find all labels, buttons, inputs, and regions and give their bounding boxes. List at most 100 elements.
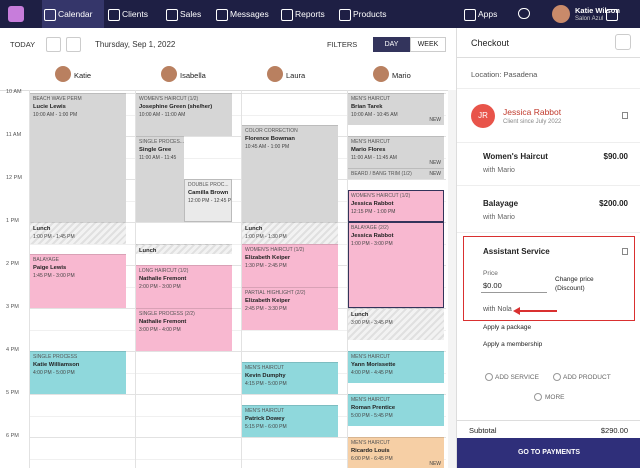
appointment[interactable]: LONG HAIRCUT (1/2) Nathalie Fremont 2:00 P… bbox=[136, 265, 232, 308]
appointment-client: Yann Morissette bbox=[351, 362, 396, 368]
week-toggle[interactable]: WEEK bbox=[410, 37, 446, 52]
filters-button[interactable]: FILTERS bbox=[327, 40, 358, 49]
appointment[interactable]: MEN'S HAIRCUT Ricardo Louis 6:00 PM - 6:45… bbox=[348, 437, 444, 468]
discount: (Discount) bbox=[555, 285, 585, 292]
appointment-service: Lunch bbox=[33, 226, 51, 232]
appointment-time: 3:00 PM - 3:45 PM bbox=[351, 320, 393, 326]
appointment[interactable]: MEN'S HAIRCUT Brian Tarek 10:00 AM - 10:45… bbox=[348, 93, 444, 126]
nav-item[interactable]: Apps bbox=[464, 0, 497, 28]
prev-button[interactable] bbox=[46, 37, 61, 52]
appointment[interactable]: Lunch 1:00 PM - 1:45 PM bbox=[30, 222, 126, 244]
appointment[interactable]: SINGLE PROCES... Single Gree 11:00 AM - 11… bbox=[136, 136, 184, 222]
grid-line bbox=[30, 136, 446, 137]
payments-button[interactable]: GO TO PAYMENTS bbox=[457, 438, 640, 468]
plus-icon bbox=[553, 373, 561, 381]
arrow-line bbox=[519, 310, 557, 312]
client-name[interactable]: Jessica Rabbot bbox=[503, 107, 562, 117]
appointment-time: 10:00 AM - 11:00 AM bbox=[139, 112, 186, 118]
appointment-time: 11:00 AM - 11:45 AM bbox=[351, 155, 397, 161]
service-staff: with Mario bbox=[483, 167, 515, 174]
staff-name[interactable]: Laura bbox=[286, 71, 306, 80]
appointment[interactable]: WOMEN'S HAIRCUT (1/2) Josephine Green (sh… bbox=[136, 93, 232, 136]
appointment[interactable]: Lunch 3:00 PM - 3:45 PM bbox=[348, 308, 444, 341]
grid-line bbox=[30, 265, 446, 266]
appointment[interactable]: COLOR CORRECTION Florence Bowman 10:45 AM … bbox=[242, 125, 338, 222]
staff-name[interactable]: Isabella bbox=[180, 71, 206, 80]
nav-item[interactable]: Messages bbox=[216, 0, 269, 28]
appointment[interactable]: MEN'S HAIRCUT Patrick Dowey 5:15 PM - 6:00… bbox=[242, 404, 338, 437]
appointment[interactable]: DOUBLE PROC... Camilla Brown 12:00 PM - 12… bbox=[184, 179, 232, 222]
appointment[interactable]: MEN'S HAIRCUT Kevin Dumphy 4:15 PM - 5:00 … bbox=[242, 361, 338, 394]
appointment-service: MEN'S HAIRCUT bbox=[351, 440, 391, 446]
next-button[interactable] bbox=[66, 37, 81, 52]
logo[interactable] bbox=[8, 6, 24, 22]
appointment[interactable]: BEACH WAVE PERM Lucie Lewis 10:00 AM - 1:0… bbox=[30, 93, 126, 222]
staff-name[interactable]: Katie bbox=[74, 71, 92, 80]
appointment-time: 1:30 PM - 2:45 PM bbox=[245, 262, 287, 269]
appointment[interactable]: MEN'S HAIRCUT Yann Morissette 4:00 PM - 4:… bbox=[348, 351, 444, 384]
new-badge: NEW bbox=[429, 160, 441, 167]
appointment[interactable]: WOMEN'S HAIRCUT (1/2) Elizabeth Keiper 1:3… bbox=[242, 243, 338, 287]
service-name[interactable]: Balayage bbox=[483, 199, 519, 208]
chat-icon[interactable] bbox=[518, 8, 530, 19]
apply-membership[interactable]: Apply a membership bbox=[483, 341, 543, 348]
day-toggle[interactable]: DAY bbox=[373, 37, 410, 52]
apply-package[interactable]: Apply a package bbox=[483, 324, 532, 331]
nav-item[interactable]: Sales bbox=[166, 0, 201, 28]
client-avatar: JR bbox=[471, 104, 495, 128]
appointment-time: 10:00 AM - 1:00 PM bbox=[33, 112, 78, 118]
more[interactable]: MORE bbox=[545, 394, 565, 401]
service-name[interactable]: Assistant Service bbox=[483, 247, 550, 256]
appointment-client: Elizabeth Keiper bbox=[245, 254, 291, 261]
appointment-client: Josephine Green (she/her) bbox=[139, 104, 213, 110]
appointment-service: MEN'S HAIRCUT bbox=[245, 407, 285, 414]
appointment[interactable]: SINGLE PROCESS Katie Williamson 4:00 PM - … bbox=[30, 351, 126, 394]
service-name[interactable]: Women's Haircut bbox=[483, 152, 548, 161]
change-price[interactable]: Change price bbox=[555, 276, 594, 283]
appointment-time: 12:00 PM - 12:45 PM bbox=[188, 198, 232, 204]
appointment-service: WOMEN'S HAIRCUT (1/2) bbox=[139, 96, 199, 102]
appointment[interactable]: PARTIAL HIGHLIGHT (2/2) Elizabeth Keiper 2… bbox=[242, 286, 338, 330]
appointment[interactable]: BALAYAGE (2/2) Jessica Rabbot 1:00 PM - 3:… bbox=[348, 222, 444, 308]
appointment-service: PARTIAL HIGHLIGHT (2/2) bbox=[245, 289, 306, 296]
staff-name[interactable]: Mario bbox=[392, 71, 411, 80]
appointment-client: Mario Flores bbox=[351, 147, 386, 153]
column-line bbox=[135, 90, 136, 468]
user-name[interactable]: Katie Wilson bbox=[575, 6, 620, 15]
hour-label: 2 PM bbox=[6, 261, 19, 267]
nav-item[interactable]: Clients bbox=[108, 0, 148, 28]
grid-line bbox=[30, 93, 446, 94]
add-service[interactable]: ADD SERVICE bbox=[495, 374, 539, 381]
grid-line bbox=[30, 200, 446, 202]
add-product[interactable]: ADD PRODUCT bbox=[563, 374, 611, 381]
appointment[interactable]: MEN'S HAIRCUT Mario Flores 11:00 AM - 11:4… bbox=[348, 136, 444, 169]
grid-line bbox=[30, 243, 446, 245]
subtotal-label: Subtotal bbox=[469, 426, 497, 435]
user-avatar[interactable] bbox=[552, 5, 570, 23]
appointment[interactable]: MEN'S HAIRCUT Roman Prentice 5:00 PM - 5:4… bbox=[348, 394, 444, 427]
appointment-service: COLOR CORRECTION bbox=[245, 128, 298, 135]
nav-item[interactable]: Calendar bbox=[44, 0, 93, 28]
appointment[interactable]: SINGLE PROCESS (2/2) Nathalie Fremont 3:00… bbox=[136, 308, 232, 351]
appointment[interactable]: BALAYAGE Paige Lewis 1:45 PM - 3:00 PM bbox=[30, 254, 126, 308]
price-input[interactable]: $0.00 bbox=[481, 278, 547, 293]
assistant-staff: with Nola bbox=[483, 306, 512, 313]
nav-item[interactable]: Products bbox=[339, 0, 387, 28]
nav-item[interactable]: Reports bbox=[281, 0, 325, 28]
appointment-client: Roman Prentice bbox=[351, 405, 396, 411]
trash-icon[interactable] bbox=[622, 112, 628, 119]
menu-button[interactable] bbox=[615, 34, 631, 50]
calendar: TODAY Thursday, Sep 1, 2022 FILTERS DAY WEEK… bbox=[0, 28, 456, 468]
appointment[interactable]: BEARD / BANG TRIM (1/2)11:45 AM - 12:00 … bbox=[348, 168, 444, 179]
grid-line bbox=[30, 179, 446, 180]
staff-avatar bbox=[267, 66, 283, 82]
today-button[interactable]: TODAY bbox=[10, 40, 36, 49]
checkout-panel: Checkout Location: Pasadena JR Jessica Rabb… bbox=[456, 28, 640, 468]
appointment[interactable]: Lunch 1:00 PM - 1:30 PM bbox=[242, 222, 338, 244]
appointment-time: 12:15 PM - 1:00 PM bbox=[351, 208, 396, 215]
date-picker[interactable]: Thursday, Sep 1, 2022 bbox=[95, 40, 176, 49]
appointment[interactable]: WOMEN'S HAIRCUT (1/2) Jessica Rabbot 12:15… bbox=[348, 189, 444, 222]
hour-label: 12 PM bbox=[6, 175, 22, 181]
trash-icon[interactable] bbox=[622, 248, 628, 255]
